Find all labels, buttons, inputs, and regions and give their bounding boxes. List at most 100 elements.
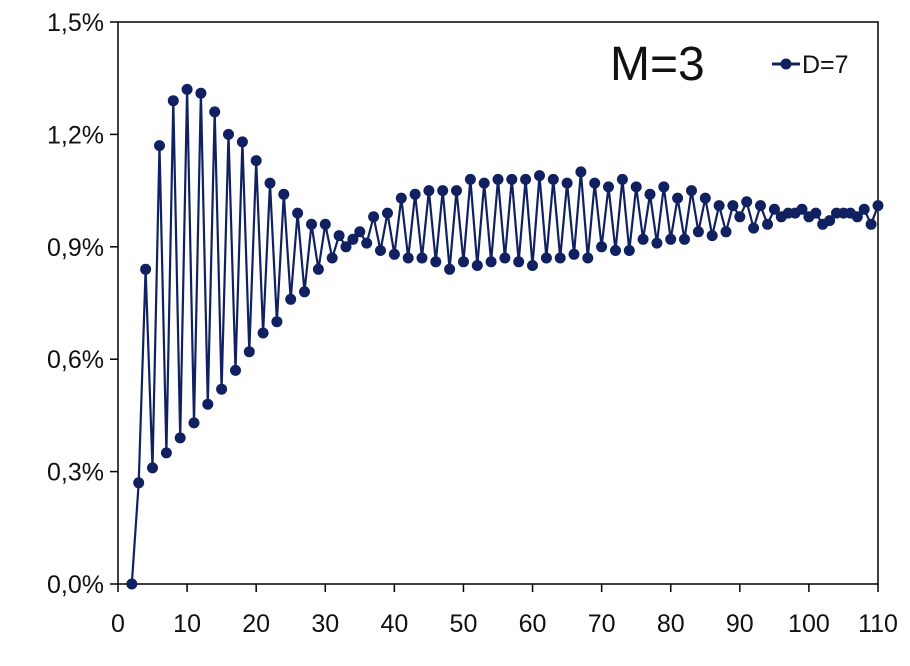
data-point (506, 173, 518, 185)
plot-frame (117, 21, 879, 585)
series-line (130, 88, 880, 585)
data-point (388, 248, 400, 260)
data-point (368, 211, 380, 223)
data-point (561, 177, 573, 189)
data-point (292, 207, 304, 219)
data-point (430, 256, 442, 268)
data-point (568, 248, 580, 260)
legend-label: D=7 (802, 51, 849, 79)
x-tick-label: 110 (858, 610, 898, 638)
data-point (478, 177, 490, 189)
data-point (686, 185, 697, 197)
data-point (658, 181, 670, 193)
x-tick-label: 50 (450, 610, 478, 638)
data-point (154, 140, 165, 152)
data-point (644, 188, 656, 200)
data-point (423, 185, 435, 197)
data-point (589, 177, 601, 189)
data-point (319, 218, 331, 230)
data-point (243, 346, 255, 358)
data-point (748, 222, 760, 234)
data-point (851, 211, 863, 223)
data-point (444, 263, 456, 275)
data-point (416, 252, 428, 264)
data-point (250, 155, 262, 167)
data-point (492, 173, 504, 185)
data-point (395, 192, 407, 204)
data-point (133, 477, 145, 489)
y-tick-label: 0,0% (47, 571, 104, 599)
data-point (824, 215, 836, 227)
data-point (271, 316, 283, 328)
data-point (796, 203, 808, 215)
data-point (610, 245, 621, 256)
series-d7 (126, 83, 884, 590)
data-point (520, 173, 532, 185)
x-tick-label: 100 (788, 610, 830, 638)
legend-point-marker (780, 58, 792, 70)
data-point (160, 447, 172, 459)
x-tick-label: 70 (588, 610, 616, 638)
y-tick-label: 0,9% (47, 234, 104, 262)
data-point (126, 578, 138, 590)
data-point (167, 95, 179, 107)
data-point (236, 136, 248, 148)
data-point (464, 173, 476, 185)
data-point (630, 181, 642, 193)
data-point (209, 106, 221, 118)
x-tick-label: 90 (726, 610, 754, 638)
x-tick-label: 80 (657, 610, 685, 638)
data-point (278, 188, 290, 200)
axes (117, 21, 879, 585)
data-point (485, 256, 497, 268)
legend: D=7 (772, 51, 849, 79)
data-point (741, 196, 753, 208)
data-point (810, 207, 822, 219)
data-point (713, 200, 725, 212)
data-point (603, 181, 614, 193)
data-point (575, 166, 587, 178)
data-point (306, 218, 317, 230)
data-point (499, 252, 511, 264)
data-point (706, 230, 718, 242)
data-point (181, 83, 193, 95)
data-point (679, 233, 690, 245)
data-point (312, 263, 324, 275)
data-point (340, 241, 352, 253)
data-point (527, 260, 538, 271)
data-point (727, 200, 739, 212)
annotation-label: M=3 (610, 38, 705, 91)
x-tick-label: 10 (173, 610, 201, 638)
data-point (755, 200, 766, 212)
x-axis-ticks: 0 10 20 30 40 50 60 70 80 90 100 110 (111, 584, 898, 638)
x-tick-label: 40 (380, 610, 408, 638)
data-point (720, 226, 732, 238)
y-axis-ticks: 0,0% 0,3% 0,6% 0,9% 1,2% 1,5% (47, 9, 118, 599)
data-point (651, 237, 663, 249)
data-point (361, 237, 373, 249)
data-point (174, 432, 186, 444)
y-tick-label: 0,3% (47, 459, 104, 487)
data-point (513, 256, 525, 268)
data-point (865, 218, 877, 230)
data-point (326, 252, 338, 264)
data-point (582, 252, 594, 264)
data-point (147, 462, 158, 474)
data-point (858, 203, 870, 215)
data-point (264, 177, 276, 189)
data-point (195, 87, 207, 99)
data-point (216, 383, 228, 395)
data-point (437, 185, 449, 197)
data-point (547, 173, 559, 185)
data-point (768, 203, 780, 215)
data-point (375, 245, 386, 256)
data-point (223, 128, 234, 140)
data-point (451, 185, 462, 197)
data-point (554, 252, 566, 264)
data-point (347, 233, 359, 245)
data-point (354, 226, 366, 238)
data-point (299, 286, 310, 298)
data-point (762, 218, 773, 230)
data-point (734, 211, 746, 223)
